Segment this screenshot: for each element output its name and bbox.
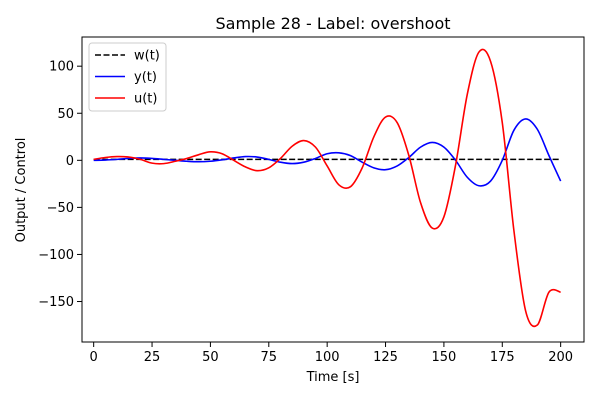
x-tick-label: 75 [261, 350, 278, 365]
y-tick-label: 50 [57, 107, 74, 122]
x-axis-label: Time [s] [306, 370, 360, 385]
plot-frame [81, 36, 585, 343]
series-line-yt [93, 118, 562, 187]
y-tick-label: −100 [38, 248, 74, 263]
series-layer [93, 48, 562, 328]
legend-label: y(t) [134, 70, 157, 85]
legend-label: w(t) [134, 49, 160, 64]
y-tick-label: 0 [66, 154, 74, 169]
y-axis: 100 50 0 −50 −100 −150 [38, 60, 82, 310]
y-axis-label: Output / Control [14, 138, 29, 243]
x-tick-label: 150 [431, 350, 456, 365]
chart-title: Sample 28 - Label: overshoot [215, 14, 450, 33]
y-tick-label: −50 [47, 201, 74, 216]
x-tick-label: 50 [202, 350, 219, 365]
series-line-ut [93, 48, 561, 328]
x-tick-label: 175 [490, 350, 515, 365]
y-tick-label: −150 [38, 295, 74, 310]
x-tick-label: 100 [315, 350, 340, 365]
x-tick-label: 0 [90, 350, 98, 365]
x-tick-label: 200 [548, 350, 573, 365]
legend-label: u(t) [134, 92, 157, 107]
x-tick-label: 125 [373, 350, 398, 365]
legend-box [88, 42, 167, 112]
x-tick-label: 25 [144, 350, 161, 365]
x-axis: 0 25 50 75 100 125 150 175 200 [90, 342, 573, 365]
legend: w(t) y(t) u(t) [88, 42, 167, 112]
y-tick-label: 100 [49, 60, 74, 75]
